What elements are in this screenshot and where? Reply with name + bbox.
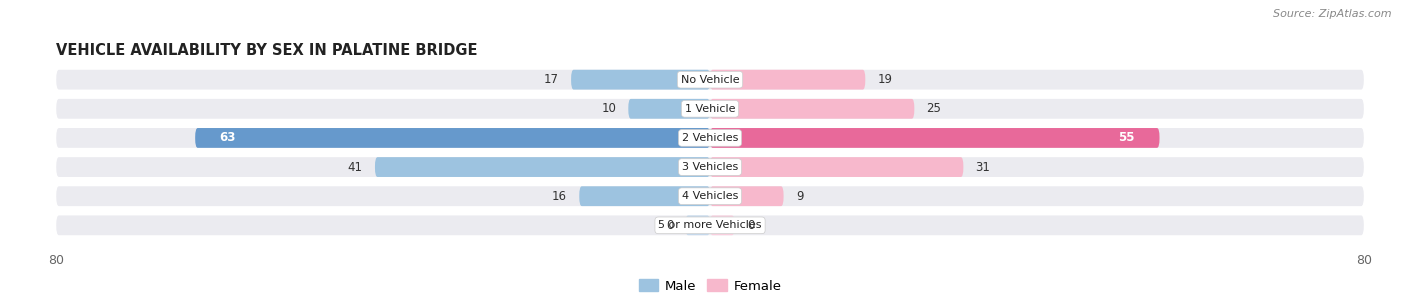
FancyBboxPatch shape bbox=[56, 99, 1364, 119]
FancyBboxPatch shape bbox=[56, 157, 1364, 177]
FancyBboxPatch shape bbox=[710, 99, 914, 119]
Text: 10: 10 bbox=[602, 102, 616, 115]
Text: 19: 19 bbox=[877, 73, 893, 86]
Text: Source: ZipAtlas.com: Source: ZipAtlas.com bbox=[1274, 9, 1392, 19]
Text: 31: 31 bbox=[976, 160, 990, 174]
FancyBboxPatch shape bbox=[571, 70, 710, 90]
Text: 0: 0 bbox=[747, 219, 754, 232]
Text: 1 Vehicle: 1 Vehicle bbox=[685, 104, 735, 114]
Text: VEHICLE AVAILABILITY BY SEX IN PALATINE BRIDGE: VEHICLE AVAILABILITY BY SEX IN PALATINE … bbox=[56, 43, 478, 58]
Text: No Vehicle: No Vehicle bbox=[681, 75, 740, 85]
FancyBboxPatch shape bbox=[56, 128, 1364, 148]
Text: 5 or more Vehicles: 5 or more Vehicles bbox=[658, 220, 762, 230]
FancyBboxPatch shape bbox=[710, 70, 865, 90]
FancyBboxPatch shape bbox=[56, 186, 1364, 206]
FancyBboxPatch shape bbox=[710, 186, 783, 206]
Text: 55: 55 bbox=[1119, 131, 1135, 145]
Text: 3 Vehicles: 3 Vehicles bbox=[682, 162, 738, 172]
FancyBboxPatch shape bbox=[56, 70, 1364, 90]
Text: 2 Vehicles: 2 Vehicles bbox=[682, 133, 738, 143]
Text: 0: 0 bbox=[666, 219, 673, 232]
Text: 4 Vehicles: 4 Vehicles bbox=[682, 191, 738, 201]
Text: 25: 25 bbox=[927, 102, 942, 115]
FancyBboxPatch shape bbox=[56, 215, 1364, 235]
Text: 41: 41 bbox=[347, 160, 363, 174]
Text: 9: 9 bbox=[796, 190, 803, 203]
FancyBboxPatch shape bbox=[628, 99, 710, 119]
Text: 16: 16 bbox=[553, 190, 567, 203]
Text: 17: 17 bbox=[544, 73, 558, 86]
FancyBboxPatch shape bbox=[710, 215, 734, 235]
FancyBboxPatch shape bbox=[686, 215, 710, 235]
FancyBboxPatch shape bbox=[375, 157, 710, 177]
Legend: Male, Female: Male, Female bbox=[633, 274, 787, 298]
FancyBboxPatch shape bbox=[579, 186, 710, 206]
FancyBboxPatch shape bbox=[710, 128, 1160, 148]
FancyBboxPatch shape bbox=[195, 128, 710, 148]
Text: 63: 63 bbox=[219, 131, 236, 145]
FancyBboxPatch shape bbox=[710, 157, 963, 177]
